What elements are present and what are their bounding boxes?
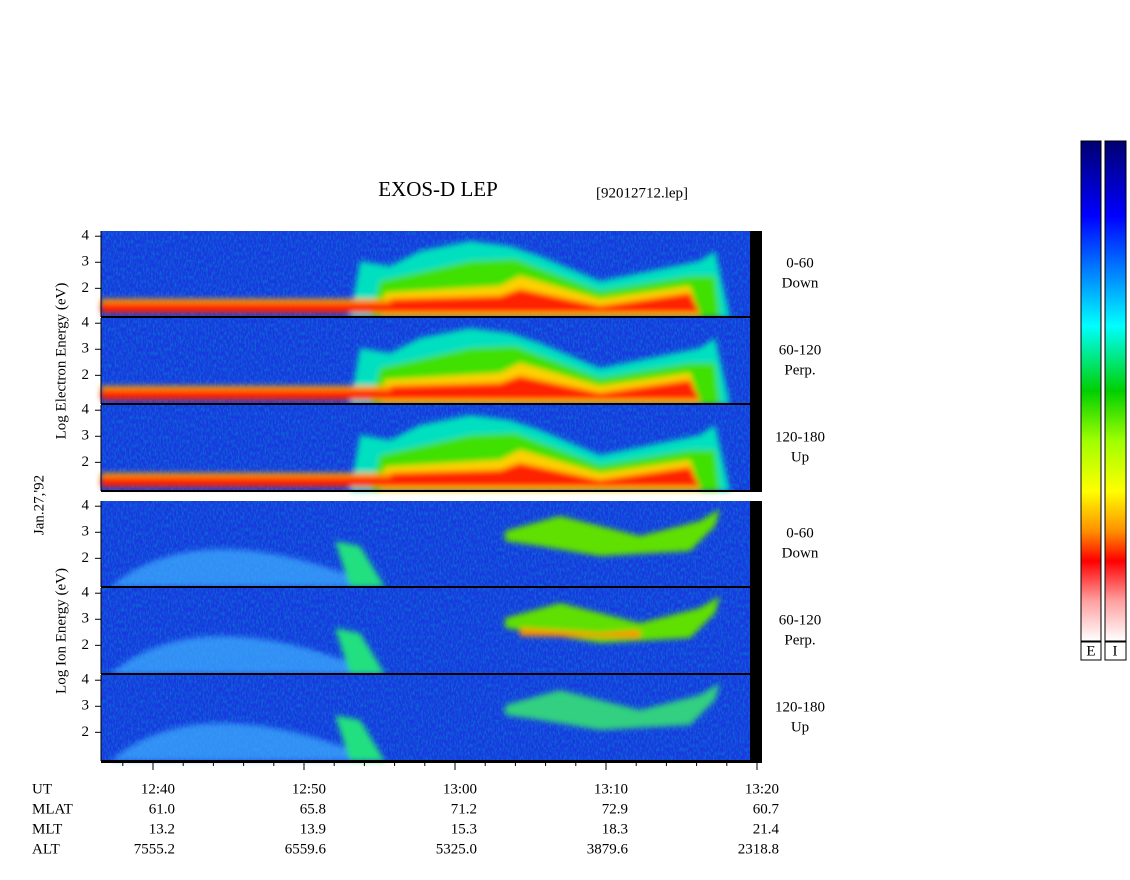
panel-label: 60-120: [779, 612, 822, 628]
spectrogram-features: [101, 328, 730, 404]
x-axis-label: UT: [32, 781, 52, 797]
y-axis-label: Log Ion Energy (eV): [53, 568, 69, 694]
y-tick-label: 2: [82, 637, 90, 653]
y-tick-label: 3: [82, 524, 90, 540]
spectrogram-feature: [110, 549, 380, 587]
data-gap: [750, 501, 762, 587]
file-name: [92012712.lep]: [596, 185, 688, 201]
row-value: 72.9: [602, 801, 628, 817]
panel-sublabel: Up: [791, 719, 809, 735]
spectrogram-feature: [101, 473, 391, 477]
spectrogram-features: [101, 415, 730, 491]
spectrogram-feature: [335, 715, 385, 761]
y-axis-label: Log Electron Energy (eV): [53, 283, 69, 440]
row-value: 13.9: [300, 821, 326, 837]
spectrogram-feature: [335, 628, 385, 674]
y-tick-label: 4: [82, 498, 90, 514]
spectrogram-feature: [101, 289, 700, 313]
row-value: 65.8: [300, 801, 326, 817]
y-tick-label: 3: [82, 254, 90, 270]
panel-label: 0-60: [786, 525, 814, 541]
row-label: MLT: [32, 821, 62, 837]
y-tick-label: 3: [82, 698, 90, 714]
spectrogram-features: [110, 683, 720, 761]
row-value: 6559.6: [285, 841, 327, 857]
data-gap: [750, 675, 762, 761]
x-tick-label: 12:40: [141, 781, 175, 797]
panel-sublabel: Perp.: [784, 362, 815, 378]
spectrogram-feature: [101, 386, 391, 390]
y-tick-label: 2: [82, 724, 90, 740]
panel-sublabel: Down: [782, 545, 819, 561]
colorbar-label: E: [1086, 643, 1095, 659]
row-label: MLAT: [32, 801, 73, 817]
panel-label: 60-120: [779, 342, 822, 358]
y-tick-label: 3: [82, 611, 90, 627]
y-tick-label: 3: [82, 341, 90, 357]
row-value: 13.2: [149, 821, 175, 837]
x-tick-label: 13:10: [594, 781, 628, 797]
row-value: 5325.0: [436, 841, 477, 857]
row-value: 71.2: [451, 801, 477, 817]
colorbar: [1104, 140, 1127, 642]
colorbar-box: [1104, 641, 1127, 661]
row-label: ALT: [32, 841, 60, 857]
panel-label: 0-60: [786, 255, 814, 271]
row-value: 3879.6: [587, 841, 629, 857]
x-tick-label: 13:20: [745, 781, 779, 797]
data-gap: [750, 231, 762, 317]
y-tick-label: 4: [82, 315, 90, 331]
spectrogram-feature: [110, 723, 380, 761]
y-tick-label: 3: [82, 428, 90, 444]
data-gap: [750, 588, 762, 674]
colorbar: [1080, 140, 1102, 642]
y-tick-label: 4: [82, 585, 90, 601]
spectrogram-feature: [520, 628, 640, 638]
spectrogram-feature: [101, 376, 700, 400]
y-tick-label: 4: [82, 402, 90, 418]
date-label: Jan.27,'92: [31, 475, 47, 535]
panel-sublabel: Up: [791, 449, 809, 465]
colorbar-box: [1080, 641, 1102, 661]
row-value: 61.0: [149, 801, 175, 817]
spectrogram-features: [101, 241, 730, 317]
colorbar-label: I: [1113, 643, 1118, 659]
y-tick-label: 2: [82, 280, 90, 296]
x-tick-label: 13:00: [443, 781, 477, 797]
spectrogram-feature: [505, 683, 720, 730]
panel-label: 120-180: [775, 429, 825, 445]
row-value: 18.3: [602, 821, 628, 837]
spectrogram-feature: [505, 509, 720, 556]
x-tick-label: 12:50: [292, 781, 326, 797]
row-value: 21.4: [753, 821, 780, 837]
y-tick-label: 4: [82, 228, 90, 244]
spectrogram-feature: [335, 541, 385, 587]
spectrogram-features: [110, 596, 720, 674]
row-value: 2318.8: [738, 841, 779, 857]
data-gap: [750, 405, 762, 491]
y-tick-label: 4: [82, 672, 90, 688]
row-value: 15.3: [451, 821, 477, 837]
panel-label: 120-180: [775, 699, 825, 715]
panel-sublabel: Down: [782, 275, 819, 291]
spectrogram-feature: [101, 463, 700, 487]
colorbars: E I: [1080, 140, 1127, 661]
spectrogram-feature: [110, 636, 380, 674]
spectrogram-feature: [101, 299, 391, 303]
y-tick-label: 2: [82, 367, 90, 383]
panel-sublabel: Perp.: [784, 632, 815, 648]
row-value: 60.7: [753, 801, 780, 817]
title: EXOS-D LEP: [378, 177, 498, 201]
y-tick-label: 2: [82, 454, 90, 470]
spectrogram-features: [110, 509, 720, 587]
data-gap: [750, 318, 762, 404]
row-value: 7555.2: [134, 841, 175, 857]
y-tick-label: 2: [82, 550, 90, 566]
